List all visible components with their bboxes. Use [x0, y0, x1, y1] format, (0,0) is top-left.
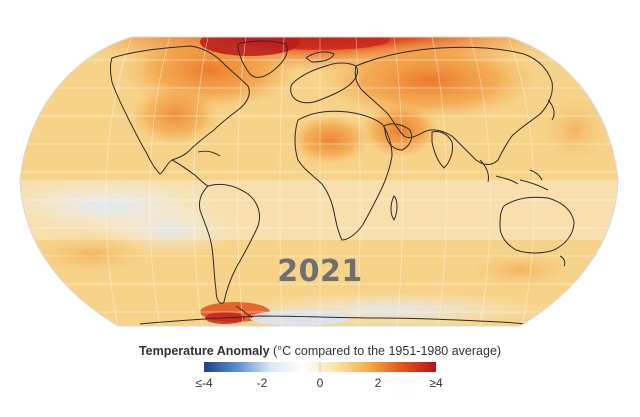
legend-tick-label: ≥4	[429, 376, 443, 390]
legend-tick-label: ≤-4	[195, 376, 213, 390]
legend-color-bar	[204, 362, 436, 372]
legend-title-bold: Temperature Anomaly	[138, 344, 270, 358]
legend-title: Temperature Anomaly (°C compared to the …	[0, 344, 640, 358]
globe-outline	[19, 36, 619, 327]
world-map	[19, 36, 619, 327]
legend-tick-label: 0	[316, 376, 324, 390]
legend-title-rest: (°C compared to the 1951-1980 average)	[269, 344, 502, 358]
legend-tick-label: 2	[374, 376, 382, 390]
legend-tick-label: -2	[256, 376, 268, 390]
anomaly-field	[20, 37, 618, 326]
year-label: 2021	[277, 254, 363, 289]
